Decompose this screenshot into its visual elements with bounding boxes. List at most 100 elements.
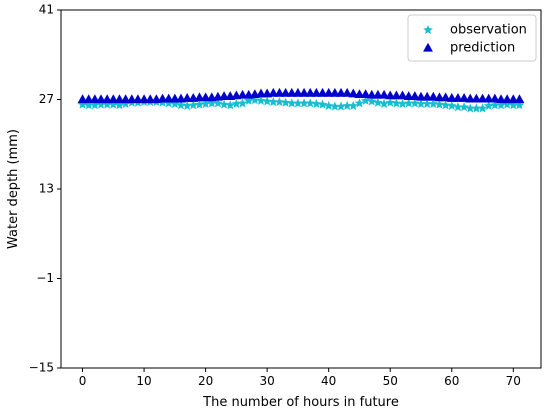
observation-point [280, 97, 291, 107]
observation-point [108, 99, 119, 109]
observation-point [188, 100, 199, 110]
observation-point [360, 95, 371, 105]
x-tick-label: 0 [79, 374, 87, 388]
observation-point [483, 100, 494, 110]
prediction-point [514, 94, 525, 104]
prediction-point [342, 87, 353, 97]
observation-point [102, 99, 112, 109]
observation-point [447, 100, 457, 110]
observation-point [311, 98, 322, 109]
y-tick-label: −15 [29, 361, 54, 375]
observation-point [330, 101, 340, 111]
x-axis-label: The number of hours in future [202, 395, 399, 410]
x-tick-label: 10 [136, 374, 151, 388]
observation-point [219, 99, 229, 109]
observation-point [182, 100, 192, 110]
observation-point [336, 101, 346, 111]
prediction-point [459, 93, 470, 102]
observation-point [502, 99, 512, 109]
x-tick-label: 20 [198, 374, 213, 388]
observation-point [477, 103, 488, 113]
legend-label-prediction: prediction [450, 41, 515, 56]
prediction-legend-symbol [423, 42, 433, 52]
observation-point [342, 100, 352, 110]
observation-point [465, 103, 475, 113]
observation-point [225, 100, 235, 110]
x-tick-label: 60 [444, 374, 459, 388]
prediction-point [409, 91, 420, 100]
observation-point [348, 100, 359, 110]
plot-frame [60, 9, 542, 369]
observation-point [170, 98, 180, 109]
observation-legend-symbol [423, 25, 433, 35]
observation-point [274, 97, 285, 107]
x-tick-label: 30 [260, 374, 275, 388]
legend-marker-observation [423, 25, 433, 35]
legend-box [407, 14, 537, 62]
x-tick-label: 70 [506, 374, 521, 388]
observation-point [428, 98, 439, 109]
observation-point [213, 98, 223, 108]
observation-point [490, 100, 500, 110]
observation-point [256, 95, 266, 105]
observation-point [293, 98, 303, 108]
y-axis-label: Water depth (mm) [6, 129, 21, 249]
observation-point [90, 100, 100, 110]
observation-point [379, 98, 389, 109]
observation-point [207, 98, 217, 108]
observation-point [385, 97, 395, 107]
x-tick-label: 50 [383, 374, 398, 388]
series-layer [77, 87, 525, 113]
observation-point [120, 98, 131, 109]
prediction-point [489, 93, 500, 103]
observation-point [200, 98, 211, 109]
observation-point [403, 98, 414, 108]
observation-point [471, 103, 482, 113]
observation-point [262, 96, 272, 106]
prediction-point [440, 92, 451, 102]
observation-point [317, 99, 328, 109]
observation-point [397, 98, 408, 109]
observation-point [434, 99, 445, 109]
prediction-point [348, 88, 359, 98]
observation-point [508, 100, 519, 110]
ticks-layer: 0 10 20 30 40 50 60 70 −15 −1 13 27 41 [29, 3, 521, 389]
observation-point [453, 102, 463, 112]
prediction-point [360, 89, 371, 99]
observation-point [440, 100, 451, 110]
x-tick-label: 40 [321, 374, 336, 388]
observation-point [96, 99, 106, 109]
observation-point [323, 100, 334, 110]
observation-point [194, 99, 205, 109]
observation-point [243, 95, 254, 105]
observation-point [299, 98, 309, 108]
legend: observation prediction [407, 14, 537, 62]
observation-point [410, 98, 420, 108]
observation-point [422, 98, 432, 109]
observation-point [416, 98, 426, 109]
y-tick-label: −1 [36, 271, 54, 285]
observation-point [268, 97, 279, 107]
observation-point [287, 98, 297, 108]
y-tick-label: 27 [39, 92, 54, 106]
observation-point [373, 97, 383, 107]
legend-label-observation: observation [450, 23, 527, 38]
observation-point [237, 98, 248, 108]
legend-marker-prediction [423, 42, 433, 52]
observation-point [83, 100, 94, 110]
observation-point [250, 95, 260, 105]
prediction-point [397, 90, 408, 100]
observation-point [514, 100, 525, 110]
plot-area [61, 10, 541, 368]
prediction-point [428, 91, 439, 101]
observation-point [354, 98, 365, 108]
series-prediction [77, 87, 525, 104]
observation-point [367, 96, 377, 106]
observation-point [231, 98, 242, 109]
observation-point [163, 98, 174, 108]
prediction-point [379, 89, 390, 99]
observation-point [459, 102, 469, 112]
observation-point [77, 99, 88, 109]
